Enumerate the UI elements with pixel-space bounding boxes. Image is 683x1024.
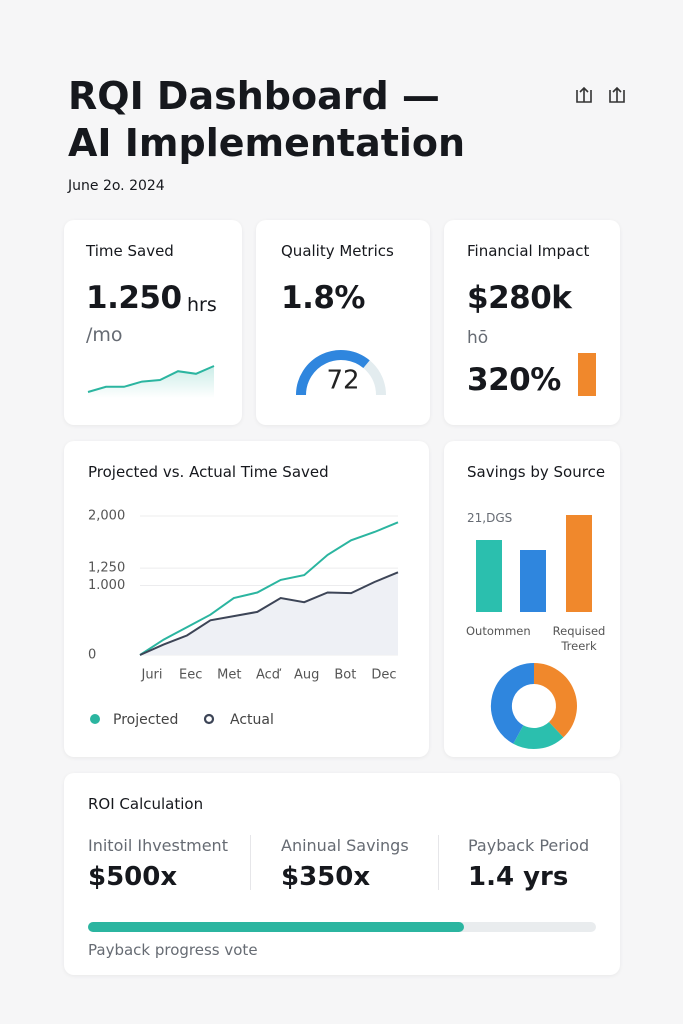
- card-value: 1.250: [86, 280, 182, 316]
- y-tick-label: 0: [88, 648, 96, 663]
- donut-segment: [513, 721, 564, 749]
- bar-label: Outommen: [466, 624, 531, 638]
- card-value: $280k: [467, 280, 572, 316]
- progress-note: Payback progress vote: [88, 941, 258, 959]
- title-line: AI Implementation: [68, 121, 466, 165]
- card-label: Financial Impact: [467, 242, 590, 260]
- bar: [566, 515, 592, 612]
- area: [140, 572, 398, 655]
- date: June 2o. 2024: [68, 178, 165, 194]
- x-tick-label: Acď: [256, 668, 282, 683]
- card-label: Quality Metrics: [281, 242, 394, 260]
- divider: [250, 835, 251, 890]
- x-tick-label: Met: [217, 668, 241, 683]
- card-sub: /mo: [86, 324, 123, 346]
- share-icon[interactable]: [576, 86, 592, 103]
- title-line: RQI Dashboard —: [68, 74, 440, 118]
- quality-card: [256, 220, 430, 425]
- bar: [520, 550, 546, 612]
- x-tick-label: Eec: [179, 668, 202, 683]
- roi-value: $350x: [281, 862, 371, 892]
- roi-label: Payback Period: [468, 836, 590, 855]
- chart-note: 21,DGS: [467, 511, 513, 525]
- sparkline-area: [88, 366, 214, 398]
- sparkline: [87, 365, 215, 393]
- gauge-arc: [296, 350, 370, 396]
- roi-card: [64, 773, 620, 975]
- card-sub: hō: [467, 328, 489, 348]
- y-tick-label: 1,250: [88, 561, 125, 576]
- roi-value: $500x: [88, 862, 178, 892]
- export-icon[interactable]: [609, 86, 625, 103]
- roi-value: 320%: [467, 362, 561, 398]
- roi-label: Aninual Savings: [281, 836, 409, 855]
- progress-fill: [88, 922, 464, 932]
- x-tick-label: Dec: [371, 668, 396, 683]
- card-value: 1.8%: [281, 280, 365, 316]
- series-line: [139, 521, 399, 656]
- roi-value: 1.4 yrs: [468, 862, 569, 892]
- roi-title: ROI Calculation: [88, 795, 204, 813]
- x-tick-label: Bot: [334, 668, 356, 683]
- chart-title: Savings by Source: [467, 463, 606, 481]
- roi-label: Initoil Ihvestment: [88, 836, 228, 855]
- card-label: Time Saved: [86, 242, 174, 260]
- card-unit: hrs: [187, 294, 217, 316]
- x-tick-label: Juri: [140, 668, 162, 683]
- y-tick-label: 1.000: [88, 578, 125, 593]
- bar: [476, 540, 502, 612]
- donut-segment: [490, 662, 535, 744]
- chart-title: Projected vs. Actual Time Saved: [88, 463, 329, 481]
- x-tick-label: Aug: [294, 668, 319, 683]
- gauge-label: 72: [326, 366, 359, 396]
- series-line: [139, 571, 399, 656]
- bar-label: Requised Treerk: [552, 624, 606, 653]
- impact-bar: [578, 353, 596, 396]
- divider: [438, 835, 439, 890]
- y-tick-label: 2,000: [88, 509, 125, 524]
- legend-label: Actual: [230, 712, 274, 728]
- legend-marker: [203, 713, 215, 725]
- legend-marker: [90, 714, 100, 724]
- donut-segment: [533, 663, 577, 738]
- legend-label: Projected: [113, 712, 178, 728]
